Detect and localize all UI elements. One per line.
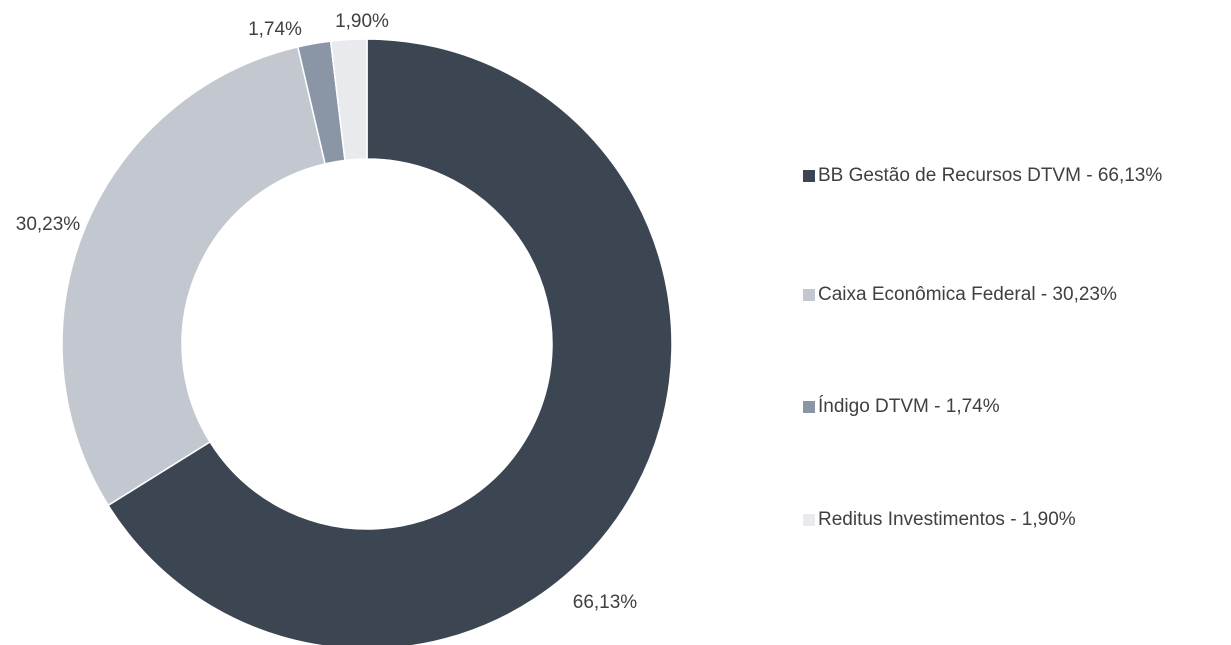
legend-label: BB Gestão de Recursos DTVM - 66,13% — [818, 165, 1162, 186]
legend-label: Caixa Econômica Federal - 30,23% — [818, 284, 1117, 305]
legend-swatch — [803, 170, 815, 182]
data-label: 1,74% — [248, 19, 302, 40]
legend-label: Reditus Investimentos - 1,90% — [818, 509, 1076, 530]
data-label: 1,90% — [335, 11, 389, 32]
legend-swatch — [803, 401, 815, 413]
legend-swatch — [803, 514, 815, 526]
donut-slice — [107, 38, 673, 645]
donut-slice — [61, 46, 326, 507]
legend-swatch — [803, 289, 815, 301]
data-label: 66,13% — [573, 592, 638, 613]
data-label: 30,23% — [16, 214, 81, 235]
donut-slice — [329, 38, 368, 162]
legend-label: Índigo DTVM - 1,74% — [818, 396, 1000, 417]
